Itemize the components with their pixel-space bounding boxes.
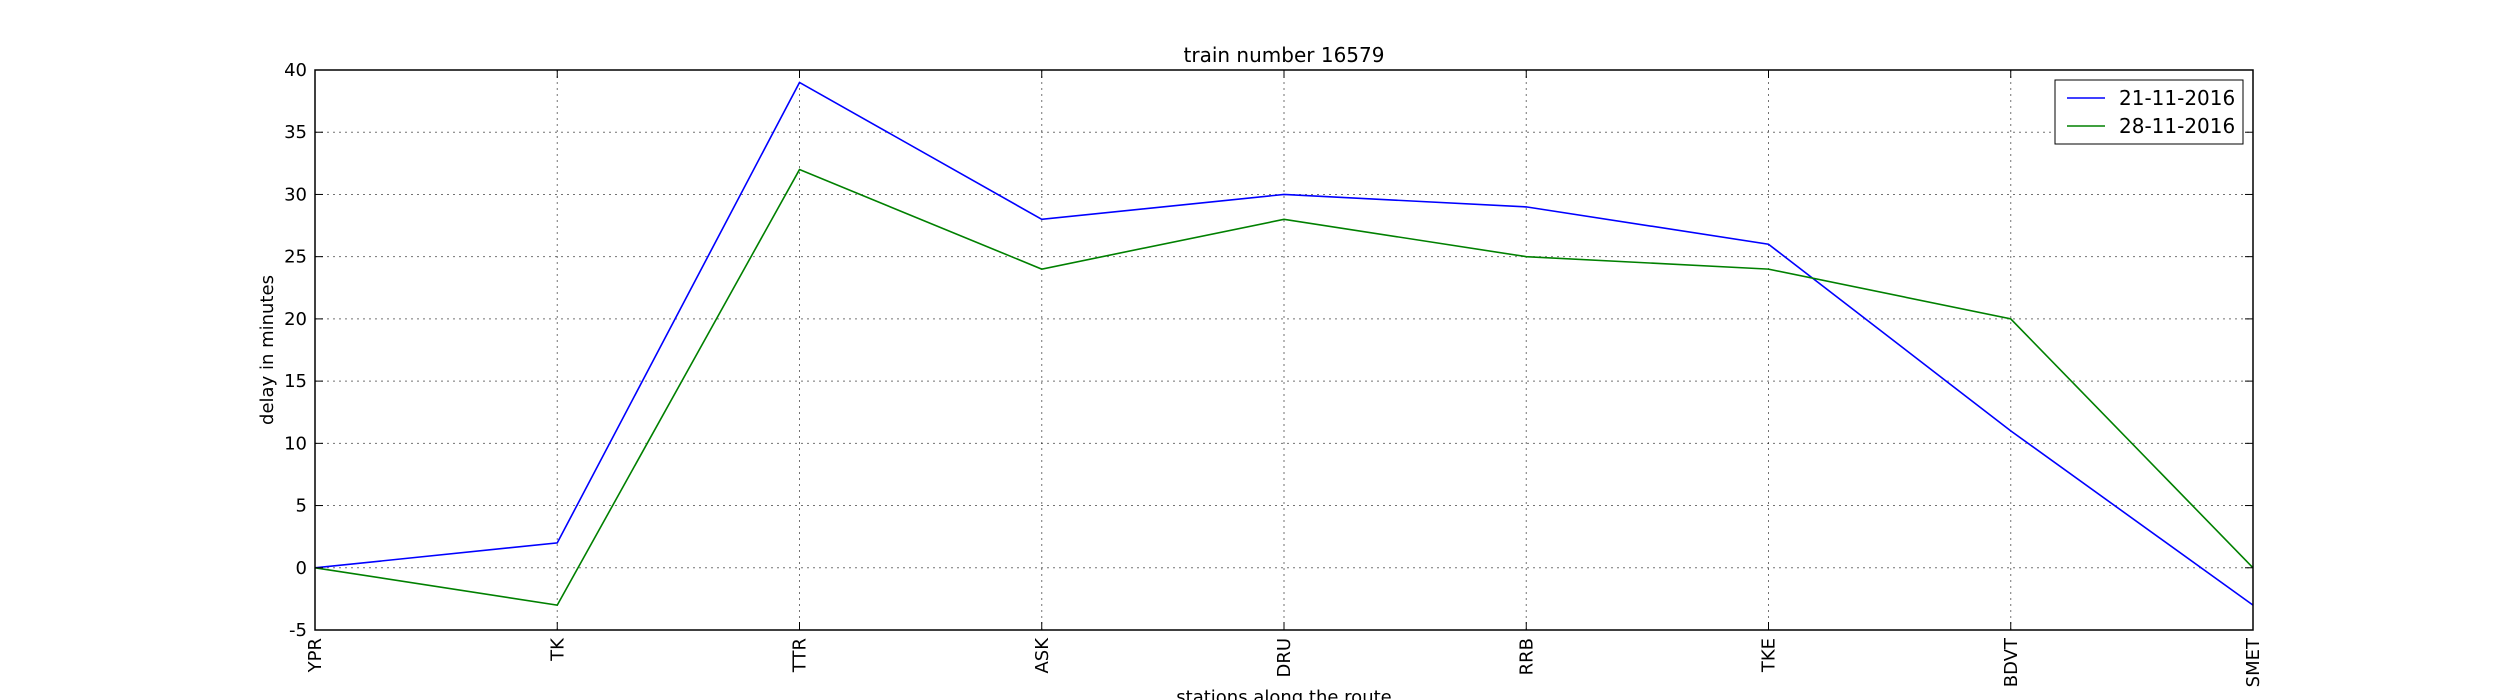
legend-box [2054, 79, 2244, 145]
legend-label: 28-11-2016 [2119, 114, 2235, 138]
y-tick-label: 25 [284, 247, 307, 268]
y-tick-label: 0 [296, 558, 307, 579]
legend: 21-11-2016 28-11-2016 [2054, 79, 2244, 145]
grid-lines [314, 69, 2254, 631]
legend-label: 21-11-2016 [2119, 86, 2235, 110]
y-tick-label: -5 [289, 620, 307, 641]
x-tick-label: TTR [790, 638, 811, 673]
y-tick-label: 20 [284, 309, 307, 330]
x-tick-label: RRB [1516, 638, 1537, 675]
x-axis-ticks: YPR TK TTR ASK DRU RRB TKE BDVT SMET [305, 70, 2264, 687]
y-tick-label: 15 [284, 371, 307, 392]
y-tick-label: 35 [284, 122, 307, 143]
x-tick-label: ASK [1032, 637, 1053, 674]
x-axis-label: stations along the route [1176, 687, 1391, 700]
x-tick-label: TKE [1759, 638, 1780, 673]
y-tick-label: 10 [284, 433, 307, 454]
chart-title: train number 16579 [1184, 43, 1385, 67]
y-tick-label: 40 [284, 60, 307, 81]
x-tick-label: TK [547, 637, 568, 662]
y-axis-ticks: -5 0 5 10 15 20 25 30 35 40 [284, 60, 2253, 641]
x-tick-label: BDVT [2001, 637, 2022, 687]
y-tick-label: 30 [284, 184, 307, 205]
x-tick-label: YPR [305, 638, 326, 673]
series-line-1 [314, 81, 2254, 606]
x-tick-label: DRU [1274, 638, 1295, 678]
x-tick-label: SMET [2243, 637, 2264, 687]
y-axis-label: delay in minutes [257, 275, 278, 425]
y-tick-label: 5 [296, 496, 307, 517]
series-line-2 [314, 168, 2254, 606]
series-lines [314, 81, 2254, 606]
